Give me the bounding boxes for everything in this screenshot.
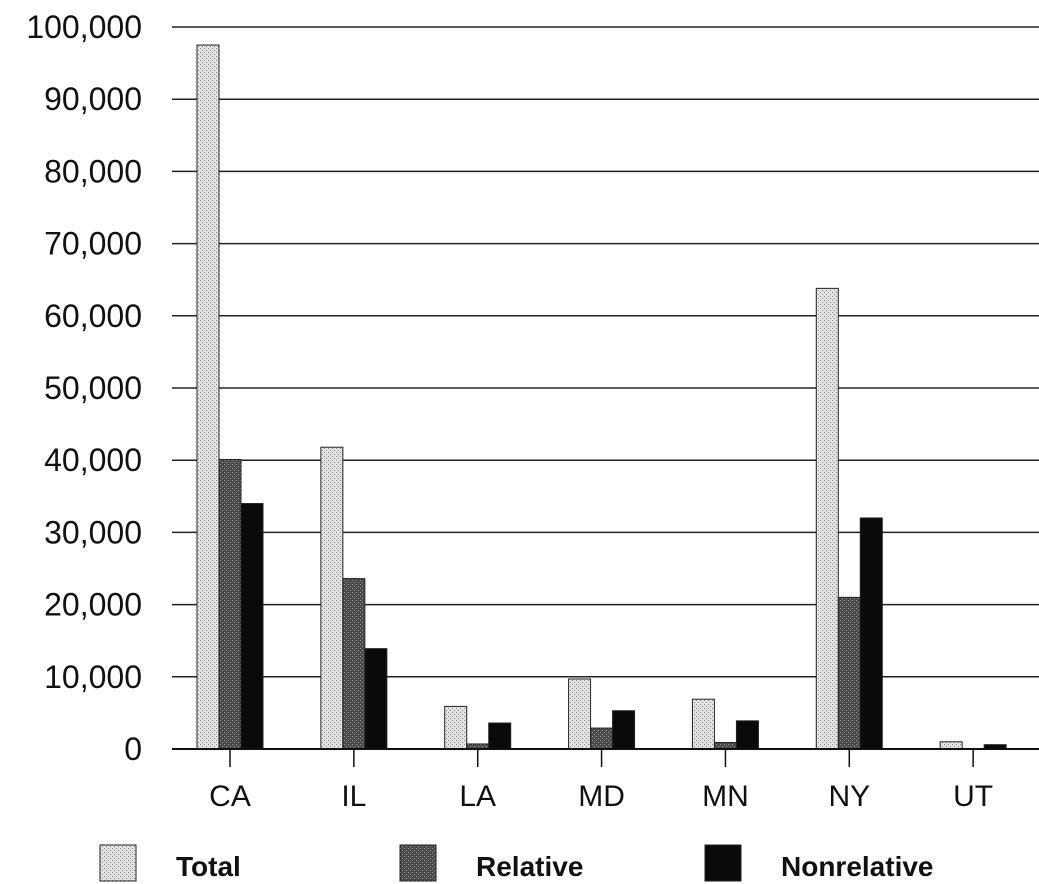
x-axis-tick-labels: CA IL LA MD MN NY UT [209, 780, 993, 813]
bar-total-mn [691, 698, 715, 750]
x-tick-label: UT [953, 780, 993, 813]
y-tick-label: 0 [124, 731, 142, 767]
legend-label-total: Total [176, 851, 241, 882]
legend-label-relative: Relative [476, 851, 583, 882]
bar-relative-ca [218, 458, 242, 750]
y-tick-label: 30,000 [44, 514, 142, 550]
y-tick-label: 70,000 [44, 226, 142, 262]
bar-total-ny [815, 287, 839, 750]
bar-relative-md [590, 727, 614, 750]
bar-total-md [568, 678, 592, 750]
bar-total-ca [196, 44, 220, 750]
x-tick-label: CA [209, 780, 251, 813]
y-axis-tick-labels: 0 10,000 20,000 30,000 40,000 50,000 60,000 70,… [26, 9, 142, 767]
y-tick-label: 40,000 [44, 442, 142, 478]
legend-swatch-nonrelative [704, 844, 742, 882]
bar-relative-il [342, 578, 366, 750]
legend: Total Relative Nonrelative [99, 844, 934, 882]
bar-relative-ny [837, 596, 861, 750]
bar-total-ut [939, 741, 963, 750]
bar-nonrelative-ca [240, 503, 264, 750]
bar-nonrelative-mn [735, 720, 759, 750]
legend-label-nonrelative: Nonrelative [781, 851, 934, 882]
x-tick-label: MD [578, 780, 625, 813]
bars [196, 44, 1007, 750]
gridlines [172, 26, 1039, 678]
x-tick-label: MN [702, 780, 749, 813]
y-tick-label: 10,000 [44, 659, 142, 695]
y-tick-label: 20,000 [44, 587, 142, 623]
bar-total-la [444, 705, 468, 750]
legend-swatch-relative [399, 844, 437, 882]
x-tick-label: NY [828, 780, 870, 813]
y-tick-label: 60,000 [44, 298, 142, 334]
legend-swatch-total [99, 844, 137, 882]
bar-nonrelative-il [364, 648, 388, 750]
x-axis [172, 748, 1039, 767]
y-tick-label: 90,000 [44, 81, 142, 117]
bar-nonrelative-la [488, 722, 512, 750]
y-tick-label: 100,000 [26, 9, 142, 45]
y-tick-label: 50,000 [44, 370, 142, 406]
bar-nonrelative-md [612, 710, 636, 750]
y-tick-label: 80,000 [44, 153, 142, 189]
bar-nonrelative-ny [859, 517, 883, 750]
bar-total-il [320, 446, 344, 750]
x-tick-label: LA [459, 780, 496, 813]
x-tick-label: IL [341, 780, 366, 813]
